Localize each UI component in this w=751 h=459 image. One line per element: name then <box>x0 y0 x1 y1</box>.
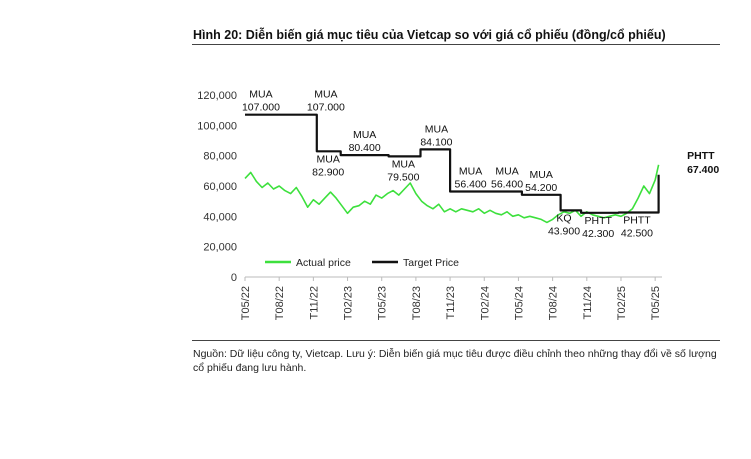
x-tick-label: T05/22 <box>240 286 252 320</box>
annotation-rating: PHTT <box>687 150 715 162</box>
top-rule <box>192 44 720 45</box>
x-tick-label: T05/25 <box>650 286 662 320</box>
figure-title: Hình 20: Diễn biến giá mục tiêu của Viet… <box>193 28 666 42</box>
annotation-label: PHTT 67.400 <box>687 150 719 176</box>
x-tick-label: T08/23 <box>411 286 423 320</box>
source-note: Nguồn: Dữ liệu công ty, Vietcap. Lưu ý: … <box>193 348 717 374</box>
annotation-rating: MUA <box>425 123 448 135</box>
x-tick-label: T05/23 <box>377 286 389 320</box>
x-tick-label: T08/24 <box>548 286 560 320</box>
y-tick-label: 0 <box>231 272 237 284</box>
annotation-value: 79.500 <box>387 171 419 183</box>
x-tick-label: T02/24 <box>479 286 491 320</box>
y-tick-label: 20,000 <box>203 242 237 254</box>
y-tick-label: 100,000 <box>197 120 237 132</box>
annotation-rating: MUA <box>495 165 518 177</box>
annotation-value: 67.400 <box>687 164 719 176</box>
y-tick-label: 40,000 <box>203 211 237 223</box>
annotation-value: 42.500 <box>621 228 653 240</box>
annotation-value: 42.300 <box>582 228 614 240</box>
x-tick-label: T02/25 <box>616 286 628 320</box>
annotation-rating: MUA <box>530 169 553 181</box>
annotation-value: 80.400 <box>349 142 381 154</box>
annotation-value: 107.000 <box>307 102 345 114</box>
x-tick-label: T02/23 <box>343 286 355 320</box>
annotation-value: 84.100 <box>420 136 452 148</box>
price-chart: 0 20,000 40,000 60,000 80,000 100,000 120,000 T… <box>197 89 719 321</box>
annotation-rating: PHTT <box>584 215 612 227</box>
x-tick-label: T08/22 <box>274 286 286 320</box>
annotation-rating: MUA <box>317 153 340 165</box>
annotation-value: 43.900 <box>548 225 580 237</box>
y-tick-label: 60,000 <box>203 181 237 193</box>
chart-axes: 0 20,000 40,000 60,000 80,000 100,000 120,000 T… <box>197 90 662 320</box>
chart-series <box>244 113 660 224</box>
bottom-rule <box>192 340 720 341</box>
annotation-rating: MUA <box>353 129 376 141</box>
annotation-value: 107.000 <box>242 102 280 114</box>
annotation-rating: MUA <box>459 165 482 177</box>
x-tick-label: T05/24 <box>513 286 525 320</box>
annotation-rating: MUA <box>314 89 337 101</box>
annotation-rating: MUA <box>249 89 272 101</box>
x-tick-label: T11/22 <box>308 286 320 319</box>
annotation-value: 54.200 <box>525 182 557 194</box>
y-tick-label: 80,000 <box>203 151 237 163</box>
chart-annotations: MUA107.000MUA107.000MUA82.900MUA80.400MU… <box>242 89 719 240</box>
y-tick-label: 120,000 <box>197 90 237 102</box>
annotation-value: 82.900 <box>312 166 344 178</box>
annotation-value: 56.400 <box>491 178 523 190</box>
chart-legend: Actual price Target Price <box>265 257 459 269</box>
annotation-value: 56.400 <box>455 178 487 190</box>
x-tick-label: T11/23 <box>445 286 457 319</box>
x-tick-label: T11/24 <box>582 286 594 319</box>
annotation-rating: PHTT <box>623 215 651 227</box>
annotation-rating: KQ <box>556 212 571 224</box>
legend-label-target: Target Price <box>403 257 459 269</box>
legend-label-actual: Actual price <box>296 257 351 269</box>
target-price-line <box>245 113 660 214</box>
actual-price-line <box>244 164 660 224</box>
annotation-rating: MUA <box>392 158 415 170</box>
